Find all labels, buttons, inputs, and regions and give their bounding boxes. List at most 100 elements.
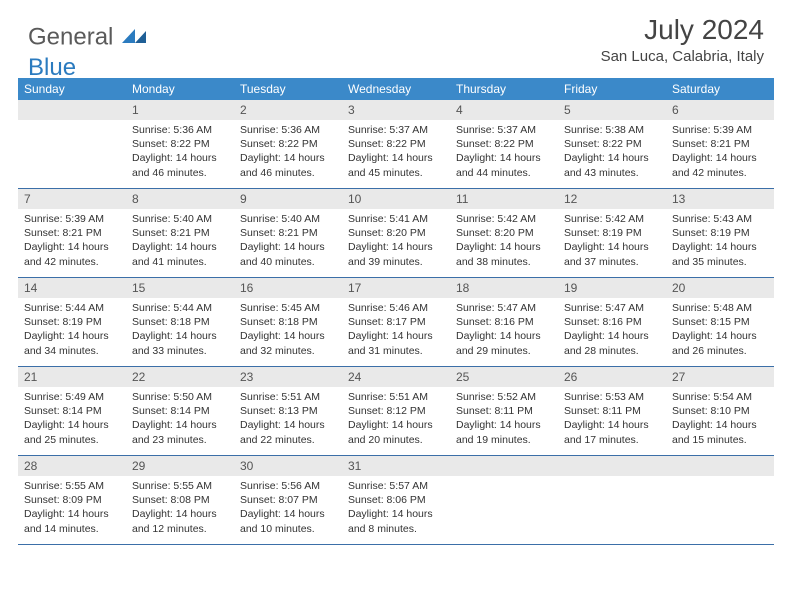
day-cell: 7Sunrise: 5:39 AMSunset: 8:21 PMDaylight… [18, 189, 126, 277]
daylight-text: Daylight: 14 hours and 31 minutes. [348, 329, 444, 357]
daylight-text: Daylight: 14 hours and 20 minutes. [348, 418, 444, 446]
day-content: Sunrise: 5:47 AMSunset: 8:16 PMDaylight:… [558, 298, 666, 364]
sunrise-text: Sunrise: 5:56 AM [240, 479, 336, 493]
day-content: Sunrise: 5:52 AMSunset: 8:11 PMDaylight:… [450, 387, 558, 453]
sunrise-text: Sunrise: 5:36 AM [240, 123, 336, 137]
sunrise-text: Sunrise: 5:47 AM [564, 301, 660, 315]
day-content: Sunrise: 5:36 AMSunset: 8:22 PMDaylight:… [234, 120, 342, 186]
week-row: 1Sunrise: 5:36 AMSunset: 8:22 PMDaylight… [18, 100, 774, 189]
day-cell: 21Sunrise: 5:49 AMSunset: 8:14 PMDayligh… [18, 367, 126, 455]
day-content: Sunrise: 5:37 AMSunset: 8:22 PMDaylight:… [450, 120, 558, 186]
daylight-text: Daylight: 14 hours and 43 minutes. [564, 151, 660, 179]
sunset-text: Sunset: 8:22 PM [564, 137, 660, 151]
week-row: 28Sunrise: 5:55 AMSunset: 8:09 PMDayligh… [18, 456, 774, 545]
header: General Blue July 2024 San Luca, Calabri… [0, 0, 792, 78]
sunset-text: Sunset: 8:17 PM [348, 315, 444, 329]
sunset-text: Sunset: 8:14 PM [132, 404, 228, 418]
day-cell: 22Sunrise: 5:50 AMSunset: 8:14 PMDayligh… [126, 367, 234, 455]
sunset-text: Sunset: 8:09 PM [24, 493, 120, 507]
day-content: Sunrise: 5:36 AMSunset: 8:22 PMDaylight:… [126, 120, 234, 186]
sunset-text: Sunset: 8:16 PM [564, 315, 660, 329]
brand-logo-icon [122, 22, 148, 50]
day-number: 8 [126, 189, 234, 209]
day-number: 2 [234, 100, 342, 120]
sunrise-text: Sunrise: 5:54 AM [672, 390, 768, 404]
sunset-text: Sunset: 8:20 PM [456, 226, 552, 240]
sunrise-text: Sunrise: 5:42 AM [456, 212, 552, 226]
day-cell: 4Sunrise: 5:37 AMSunset: 8:22 PMDaylight… [450, 100, 558, 188]
daylight-text: Daylight: 14 hours and 10 minutes. [240, 507, 336, 535]
day-number: 11 [450, 189, 558, 209]
sunrise-text: Sunrise: 5:40 AM [240, 212, 336, 226]
day-content: Sunrise: 5:55 AMSunset: 8:09 PMDaylight:… [18, 476, 126, 542]
daylight-text: Daylight: 14 hours and 46 minutes. [240, 151, 336, 179]
day-cell: 10Sunrise: 5:41 AMSunset: 8:20 PMDayligh… [342, 189, 450, 277]
dayheader-thu: Thursday [450, 78, 558, 100]
sunrise-text: Sunrise: 5:51 AM [348, 390, 444, 404]
day-content: Sunrise: 5:50 AMSunset: 8:14 PMDaylight:… [126, 387, 234, 453]
daylight-text: Daylight: 14 hours and 41 minutes. [132, 240, 228, 268]
daylight-text: Daylight: 14 hours and 23 minutes. [132, 418, 228, 446]
week-row: 7Sunrise: 5:39 AMSunset: 8:21 PMDaylight… [18, 189, 774, 278]
day-number: 6 [666, 100, 774, 120]
day-number [558, 456, 666, 476]
day-cell: 16Sunrise: 5:45 AMSunset: 8:18 PMDayligh… [234, 278, 342, 366]
dayheader-wed: Wednesday [342, 78, 450, 100]
day-number: 22 [126, 367, 234, 387]
day-number: 28 [18, 456, 126, 476]
sunset-text: Sunset: 8:15 PM [672, 315, 768, 329]
sunrise-text: Sunrise: 5:48 AM [672, 301, 768, 315]
daylight-text: Daylight: 14 hours and 37 minutes. [564, 240, 660, 268]
day-cell: 5Sunrise: 5:38 AMSunset: 8:22 PMDaylight… [558, 100, 666, 188]
day-cell: 28Sunrise: 5:55 AMSunset: 8:09 PMDayligh… [18, 456, 126, 544]
brand-part1: General [28, 23, 113, 50]
sunset-text: Sunset: 8:06 PM [348, 493, 444, 507]
sunrise-text: Sunrise: 5:50 AM [132, 390, 228, 404]
day-number: 16 [234, 278, 342, 298]
day-content: Sunrise: 5:44 AMSunset: 8:19 PMDaylight:… [18, 298, 126, 364]
day-content [18, 120, 126, 129]
sunset-text: Sunset: 8:19 PM [24, 315, 120, 329]
daylight-text: Daylight: 14 hours and 15 minutes. [672, 418, 768, 446]
daylight-text: Daylight: 14 hours and 35 minutes. [672, 240, 768, 268]
day-number: 25 [450, 367, 558, 387]
day-cell: 24Sunrise: 5:51 AMSunset: 8:12 PMDayligh… [342, 367, 450, 455]
day-content: Sunrise: 5:42 AMSunset: 8:20 PMDaylight:… [450, 209, 558, 275]
day-number: 31 [342, 456, 450, 476]
sunrise-text: Sunrise: 5:55 AM [24, 479, 120, 493]
sunrise-text: Sunrise: 5:52 AM [456, 390, 552, 404]
daylight-text: Daylight: 14 hours and 22 minutes. [240, 418, 336, 446]
sunrise-text: Sunrise: 5:45 AM [240, 301, 336, 315]
day-cell: 29Sunrise: 5:55 AMSunset: 8:08 PMDayligh… [126, 456, 234, 544]
day-content: Sunrise: 5:46 AMSunset: 8:17 PMDaylight:… [342, 298, 450, 364]
sunset-text: Sunset: 8:22 PM [132, 137, 228, 151]
day-cell: 25Sunrise: 5:52 AMSunset: 8:11 PMDayligh… [450, 367, 558, 455]
sunset-text: Sunset: 8:16 PM [456, 315, 552, 329]
day-content [666, 476, 774, 485]
sunrise-text: Sunrise: 5:55 AM [132, 479, 228, 493]
day-number: 18 [450, 278, 558, 298]
day-cell: 14Sunrise: 5:44 AMSunset: 8:19 PMDayligh… [18, 278, 126, 366]
day-content: Sunrise: 5:54 AMSunset: 8:10 PMDaylight:… [666, 387, 774, 453]
day-content: Sunrise: 5:51 AMSunset: 8:12 PMDaylight:… [342, 387, 450, 453]
day-cell: 3Sunrise: 5:37 AMSunset: 8:22 PMDaylight… [342, 100, 450, 188]
day-number: 19 [558, 278, 666, 298]
day-content [450, 476, 558, 485]
title-block: July 2024 San Luca, Calabria, Italy [601, 14, 764, 65]
daylight-text: Daylight: 14 hours and 14 minutes. [24, 507, 120, 535]
day-number: 21 [18, 367, 126, 387]
week-row: 14Sunrise: 5:44 AMSunset: 8:19 PMDayligh… [18, 278, 774, 367]
day-cell: 8Sunrise: 5:40 AMSunset: 8:21 PMDaylight… [126, 189, 234, 277]
sunrise-text: Sunrise: 5:39 AM [24, 212, 120, 226]
daylight-text: Daylight: 14 hours and 40 minutes. [240, 240, 336, 268]
sunset-text: Sunset: 8:11 PM [456, 404, 552, 418]
dayheader-sat: Saturday [666, 78, 774, 100]
day-content: Sunrise: 5:51 AMSunset: 8:13 PMDaylight:… [234, 387, 342, 453]
day-cell: 18Sunrise: 5:47 AMSunset: 8:16 PMDayligh… [450, 278, 558, 366]
sunrise-text: Sunrise: 5:38 AM [564, 123, 660, 137]
dayheader-fri: Friday [558, 78, 666, 100]
sunrise-text: Sunrise: 5:37 AM [456, 123, 552, 137]
day-content: Sunrise: 5:40 AMSunset: 8:21 PMDaylight:… [126, 209, 234, 275]
daylight-text: Daylight: 14 hours and 17 minutes. [564, 418, 660, 446]
day-content: Sunrise: 5:56 AMSunset: 8:07 PMDaylight:… [234, 476, 342, 542]
